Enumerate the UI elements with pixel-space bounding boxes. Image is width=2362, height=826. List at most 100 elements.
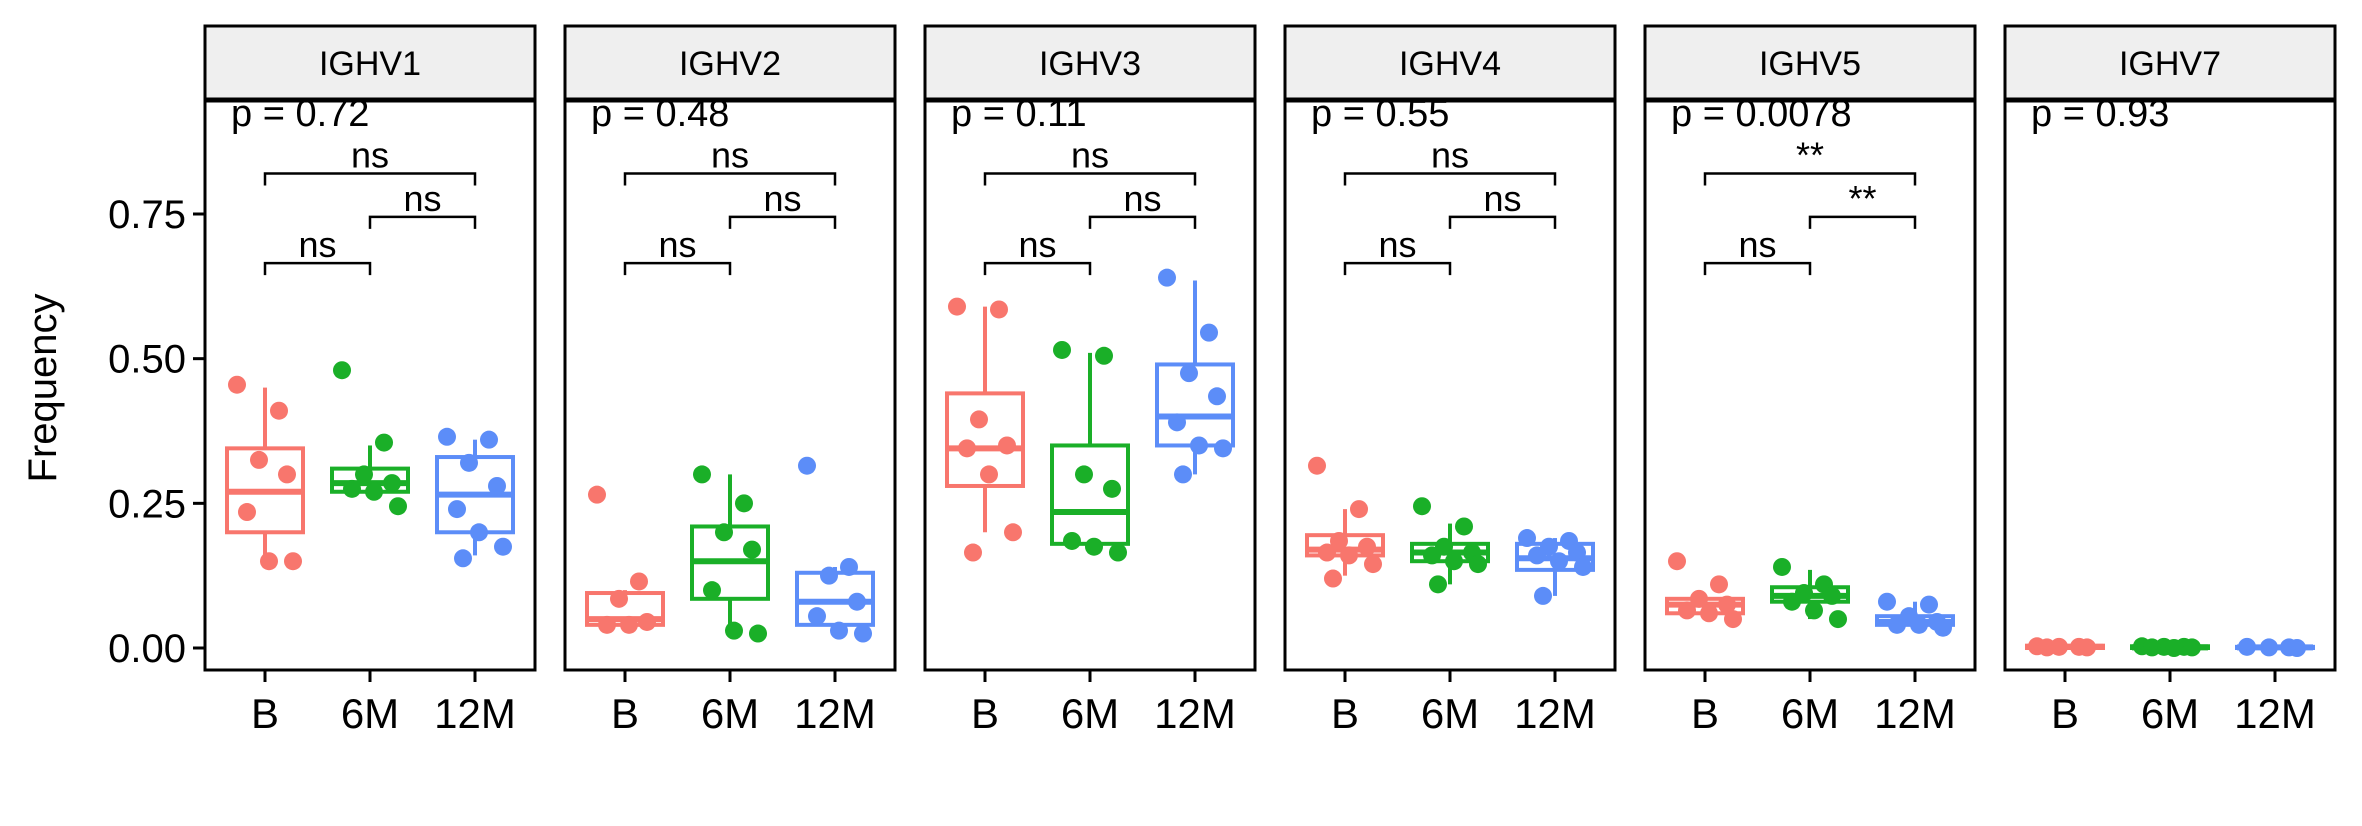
data-point-6m [375,433,393,452]
data-point-12m [454,549,472,568]
bracket-line [263,172,477,186]
data-point-12m [1888,615,1906,634]
data-point-b [250,450,268,469]
comparison-bracket: ns [368,178,477,229]
significance-label: ns [1123,178,1161,219]
x-tick-label: 12M [1874,690,1956,737]
data-point-b [638,612,656,631]
data-point-12m [820,566,838,585]
bracket-line [1703,261,1812,276]
data-point-12m [1910,615,1928,634]
x-tick-label: B [1331,690,1359,737]
bracket-line [1088,215,1197,229]
data-point-12m [848,592,866,611]
x-tick-label: 12M [1154,690,1236,737]
data-point-12m [2260,638,2278,657]
data-point-6m [333,361,351,380]
data-point-6m [1773,557,1791,576]
p-value-label: p = 0.0078 [1671,93,1852,135]
data-point-12m [1208,387,1226,406]
bracket-line [623,172,837,186]
x-tick-label: 6M [2141,690,2199,737]
x-tick-label: 6M [1061,690,1119,737]
data-point-b [980,465,998,484]
data-point-12m [488,476,506,495]
bracket-line [1448,215,1557,229]
significance-label: ns [351,134,389,175]
data-point-b [1324,569,1342,588]
data-point-6m [383,474,401,493]
data-point-b [948,297,966,316]
data-point-b [1330,531,1348,550]
facet-title: IGHV4 [1399,45,1501,83]
data-point-b [2078,638,2096,657]
data-point-6m [725,621,743,640]
comparison-bracket: ** [1703,134,1917,186]
comparison-bracket: ns [728,178,837,229]
significance-label: ns [298,224,336,265]
data-point-b [1350,500,1368,519]
comparison-bracket: ns [1088,178,1197,229]
data-point-6m [389,497,407,516]
y-tick-label: 0.75 [108,193,186,237]
data-point-12m [448,500,466,519]
facet-ighv7: IGHV7 B 6M 12M p = 0.93 [2003,24,2337,737]
data-point-6m [1455,517,1473,536]
data-point-12m [480,430,498,449]
data-point-12m [1180,364,1198,383]
data-point-6m [1109,543,1127,562]
significance-label: ns [403,178,441,219]
data-point-b [998,436,1016,455]
data-point-b [1318,543,1336,562]
significance-label: ns [658,224,696,265]
facet-title: IGHV3 [1039,45,1141,83]
significance-label: ns [1738,224,1776,265]
data-point-12m [1878,592,1896,611]
data-point-12m [1934,618,1952,637]
data-point-12m [494,537,512,556]
data-point-12m [1158,268,1176,287]
data-point-b [958,439,976,458]
facet-title: IGHV5 [1759,45,1861,83]
data-point-b [1668,552,1686,571]
data-point-6m [355,465,373,484]
significance-label: ns [711,134,749,175]
p-value-label: p = 0.93 [2031,93,2169,135]
data-point-6m [2183,638,2201,657]
y-tick-label: 0.25 [108,482,186,526]
data-point-12m [2238,637,2256,656]
bracket-line [623,261,732,276]
box-12m [435,439,515,556]
bracket-line [1343,261,1452,276]
data-point-b [2038,638,2056,657]
panel-border [2003,98,2337,672]
data-point-b [1358,537,1376,556]
data-point-12m [1168,413,1186,432]
bracket-line [983,261,1092,276]
data-point-b [970,410,988,429]
facet-strip [1283,24,1617,102]
data-point-12m [470,523,488,542]
data-point-b [260,552,278,571]
p-value-label: p = 0.72 [231,93,369,135]
data-point-6m [1075,465,1093,484]
data-point-12m [460,453,478,472]
comparison-bracket: ns [623,134,837,186]
x-tick-label: 6M [701,690,759,737]
facet-title: IGHV2 [679,45,781,83]
data-point-6m [1429,575,1447,594]
comparison-bracket: ns [1448,178,1557,229]
x-tick-label: 6M [1421,690,1479,737]
data-point-b [1340,546,1358,565]
x-tick-label: B [611,690,639,737]
data-point-6m [1095,346,1113,365]
y-axis: 0.00 0.25 0.50 0.75 [108,193,205,671]
data-point-6m [749,624,767,643]
data-point-b [610,589,628,608]
data-point-6m [365,482,383,501]
facet-title: IGHV7 [2119,45,2221,83]
data-point-b [284,552,302,571]
x-tick-label: B [251,690,279,737]
data-point-b [620,615,638,634]
data-point-6m [735,494,753,513]
